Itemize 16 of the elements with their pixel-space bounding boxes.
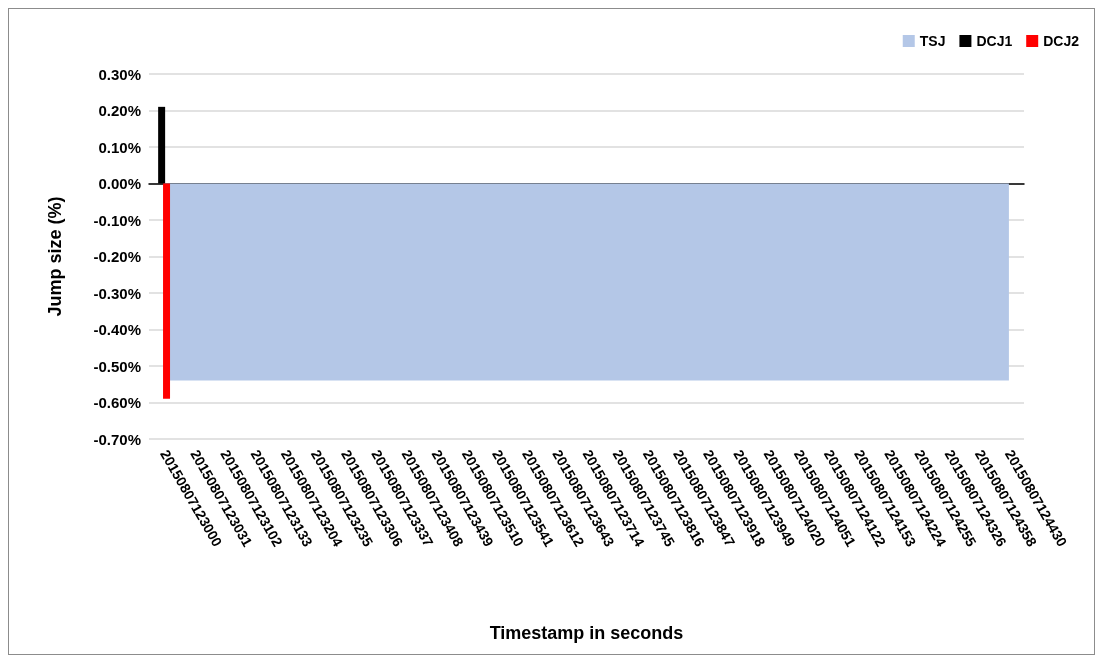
y-tick-label: 0.00%: [98, 175, 141, 192]
y-tick-label: 0.30%: [98, 65, 141, 83]
legend-label: DCJ1: [976, 33, 1013, 49]
y-axis-title: Jump size (%): [45, 196, 65, 317]
y-tick-label: -0.60%: [93, 394, 141, 411]
y-tick-label: -0.10%: [93, 211, 141, 229]
y-tick-label: -0.40%: [93, 321, 141, 338]
x-axis-title: Timestamp in seconds: [489, 623, 684, 643]
legend-label: DCJ2: [1043, 33, 1080, 49]
y-tick-label: -0.30%: [93, 284, 141, 302]
y-tick-label: -0.20%: [93, 248, 141, 265]
y-tick-label: 0.10%: [98, 138, 141, 156]
y-tick-label: -0.70%: [93, 430, 141, 448]
y-tick-label: 0.20%: [98, 102, 141, 119]
y-tick-label: -0.50%: [93, 357, 141, 375]
legend-label: TSJ: [919, 33, 946, 49]
